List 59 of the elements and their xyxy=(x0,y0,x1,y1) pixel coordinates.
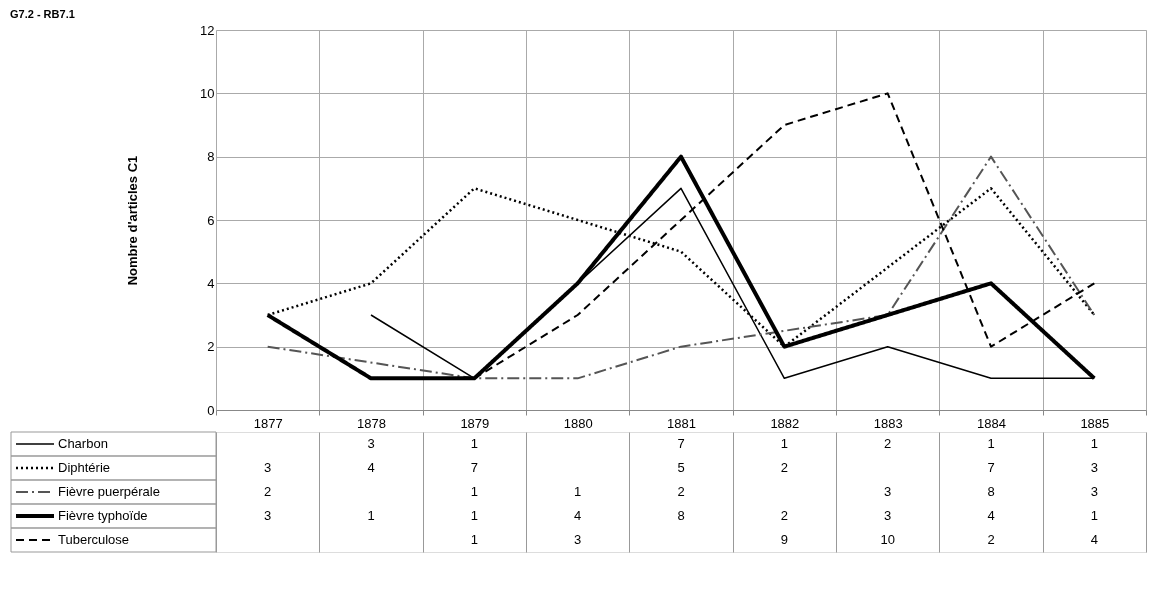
data-label: 3 xyxy=(1090,484,1098,499)
data-label: 8 xyxy=(987,484,995,499)
x-tick-label: 1878 xyxy=(357,415,386,431)
data-label: 3 xyxy=(264,508,272,523)
data-label: 2 xyxy=(677,484,685,499)
data-label: 4 xyxy=(987,508,995,523)
data-label: 5 xyxy=(677,460,685,475)
data-label: 3 xyxy=(264,460,272,475)
data-label: 9 xyxy=(780,532,788,547)
text: G7.2 - RB7.1 xyxy=(10,7,75,20)
data-label: 2 xyxy=(780,508,788,523)
y-tick-label: 6 xyxy=(207,212,215,228)
y-tick-label: 8 xyxy=(207,149,215,165)
data-label: 3 xyxy=(574,532,582,547)
data-label: 10 xyxy=(880,532,895,547)
x-tick-label: 1877 xyxy=(253,415,283,431)
x-tick-label: 1882 xyxy=(770,415,800,431)
legend-label: Tuberculose xyxy=(58,532,130,547)
data-label: 8 xyxy=(677,508,685,523)
data-label: 2 xyxy=(987,532,995,547)
legend-label: Fièvre puerpérale xyxy=(58,484,160,499)
legend-label: Fièvre typhoïde xyxy=(58,508,148,523)
data-label: 3 xyxy=(367,436,375,451)
data-label: 3 xyxy=(1090,460,1098,475)
data-label: 4 xyxy=(574,508,582,523)
data-label: 1 xyxy=(470,532,478,547)
legend-label: Charbon xyxy=(58,436,108,451)
data-label: 1 xyxy=(780,436,788,451)
data-label: 1 xyxy=(987,436,995,451)
y-tick-label: 12 xyxy=(200,22,215,38)
y-tick-label: 4 xyxy=(207,275,215,291)
data-label: 1 xyxy=(367,508,375,523)
x-tick-label: 1883 xyxy=(873,415,903,431)
data-label: 1 xyxy=(1090,508,1098,523)
data-label: 7 xyxy=(470,460,478,475)
y-tick-label: 2 xyxy=(207,339,215,355)
x-tick-label: 1881 xyxy=(667,415,696,431)
x-tick-label: 1885 xyxy=(1080,415,1110,431)
x-tick-label: 1879 xyxy=(460,415,490,431)
data-label: 2 xyxy=(264,484,272,499)
legend-label: Diphtérie xyxy=(58,460,111,475)
data-label: 1 xyxy=(1090,436,1098,451)
y-axis-title: Nombre d'articles C1 xyxy=(125,155,141,286)
data-label: 1 xyxy=(470,508,478,523)
data-label: 3 xyxy=(884,484,892,499)
data-label: 4 xyxy=(367,460,375,475)
data-label: 2 xyxy=(780,460,788,475)
data-label: 1 xyxy=(470,436,478,451)
data-label: 2 xyxy=(884,436,892,451)
data-label: 3 xyxy=(884,508,892,523)
y-tick-label: 10 xyxy=(200,85,215,101)
data-label: 1 xyxy=(574,484,582,499)
data-label: 4 xyxy=(1090,532,1098,547)
y-tick-label: 0 xyxy=(207,402,215,418)
x-tick-label: 1880 xyxy=(563,415,593,431)
x-tick-label: 1884 xyxy=(977,415,1006,431)
data-label: 1 xyxy=(470,484,478,499)
data-label: 7 xyxy=(677,436,685,451)
data-label: 7 xyxy=(987,460,995,475)
